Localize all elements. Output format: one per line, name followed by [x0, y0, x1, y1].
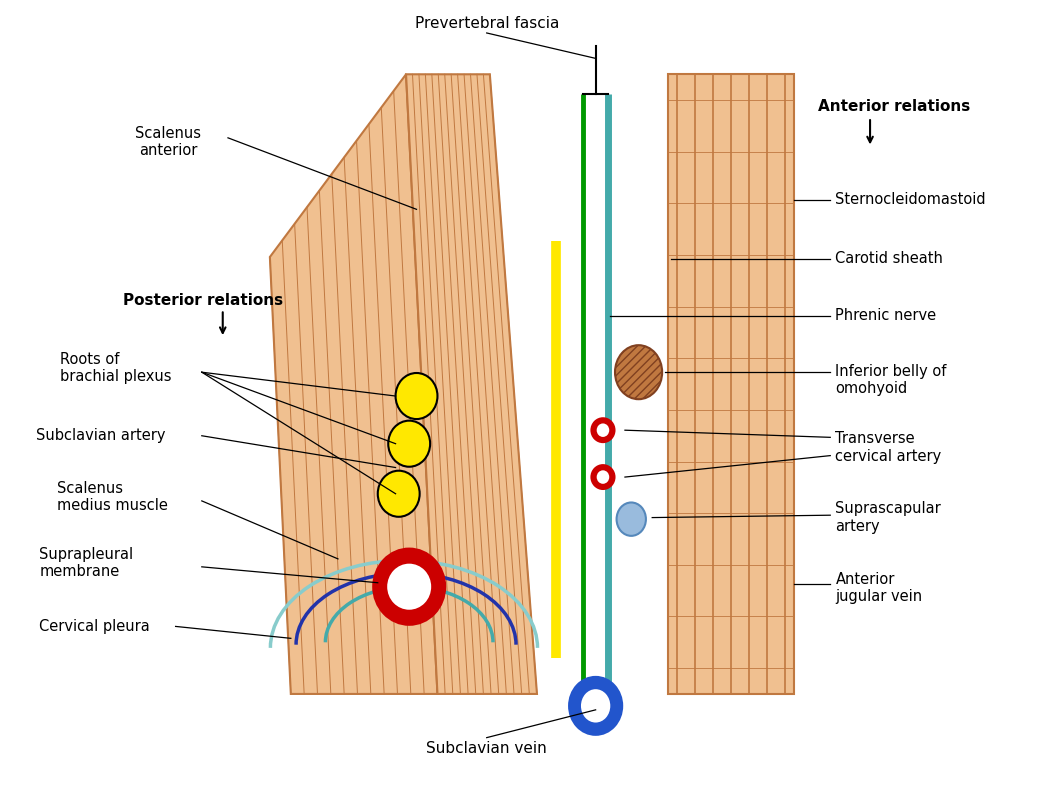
Ellipse shape [592, 465, 615, 489]
Text: Suprascapular
artery: Suprascapular artery [835, 502, 941, 534]
Ellipse shape [396, 373, 437, 419]
Text: Scalenus
anterior: Scalenus anterior [135, 126, 201, 158]
Text: Posterior relations: Posterior relations [123, 293, 283, 308]
Text: Sternocleidomastoid: Sternocleidomastoid [835, 192, 986, 207]
Text: Scalenus
medius muscle: Scalenus medius muscle [57, 481, 168, 513]
Text: Suprapleural
membrane: Suprapleural membrane [39, 546, 134, 579]
Text: Carotid sheath: Carotid sheath [835, 251, 943, 266]
Text: Cervical pleura: Cervical pleura [39, 619, 151, 634]
Polygon shape [406, 74, 537, 694]
Text: Subclavian artery: Subclavian artery [36, 428, 165, 443]
Text: Inferior belly of
omohyoid: Inferior belly of omohyoid [835, 364, 947, 396]
Text: Subclavian vein: Subclavian vein [426, 741, 548, 756]
Ellipse shape [581, 689, 611, 722]
Ellipse shape [378, 470, 420, 517]
Ellipse shape [570, 678, 622, 734]
Ellipse shape [592, 418, 615, 442]
Ellipse shape [389, 421, 430, 466]
Text: Roots of
brachial plexus: Roots of brachial plexus [60, 352, 172, 385]
Polygon shape [668, 74, 794, 694]
Ellipse shape [374, 549, 444, 625]
Text: Phrenic nerve: Phrenic nerve [835, 308, 936, 323]
Ellipse shape [615, 345, 662, 399]
Polygon shape [270, 74, 437, 694]
Text: Transverse
cervical artery: Transverse cervical artery [835, 431, 941, 464]
Text: Anterior
jugular vein: Anterior jugular vein [835, 572, 922, 605]
Text: Prevertebral fascia: Prevertebral fascia [415, 15, 559, 30]
Ellipse shape [617, 502, 645, 536]
Ellipse shape [388, 564, 431, 610]
Text: Anterior relations: Anterior relations [818, 98, 970, 114]
Ellipse shape [597, 423, 610, 437]
Ellipse shape [597, 470, 610, 484]
